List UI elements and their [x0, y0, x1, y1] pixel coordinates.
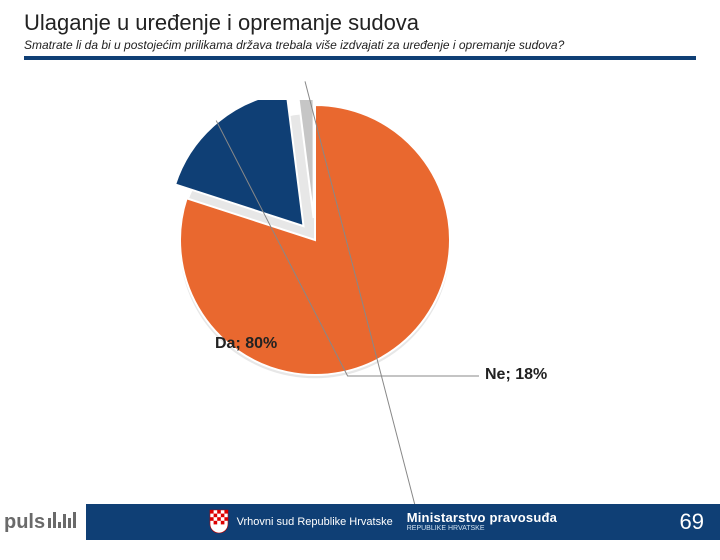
footer-center: Vrhovni sud Republike Hrvatske	[209, 509, 393, 535]
puls-logo: puls	[4, 511, 76, 534]
page-number: 69	[680, 509, 704, 535]
footer-left: puls	[0, 504, 86, 540]
page-subtitle: Smatrate li da bi u postojećim prilikama…	[24, 38, 696, 52]
pie-slice-label: Ne; 18%	[485, 366, 547, 384]
ministry-block: Ministarstvo pravosuđa REPUBLIKE HRVATSK…	[407, 511, 557, 533]
pie-slice-label: Da; 80%	[215, 335, 277, 353]
footer-bar: puls Vrhovni sud Republike Hrvatske Mini…	[0, 504, 720, 540]
puls-text: puls	[4, 511, 45, 534]
ministry-line2: REPUBLIKE HRVATSKE	[407, 525, 485, 533]
ministry-line1: Ministarstvo pravosuđa	[407, 511, 557, 525]
coat-of-arms-icon	[209, 509, 229, 535]
header-divider	[24, 56, 696, 60]
puls-bars-icon	[48, 512, 76, 528]
footer-center-text: Vrhovni sud Republike Hrvatske	[237, 516, 393, 528]
footer-center-group: Vrhovni sud Republike Hrvatske Ministars…	[209, 509, 557, 535]
header: Ulaganje u uređenje i opremanje sudova S…	[0, 0, 720, 66]
pie-chart: Da; 80%Ne; 18%Bez odgovora;2%	[0, 80, 720, 480]
page-title: Ulaganje u uređenje i opremanje sudova	[24, 10, 696, 36]
